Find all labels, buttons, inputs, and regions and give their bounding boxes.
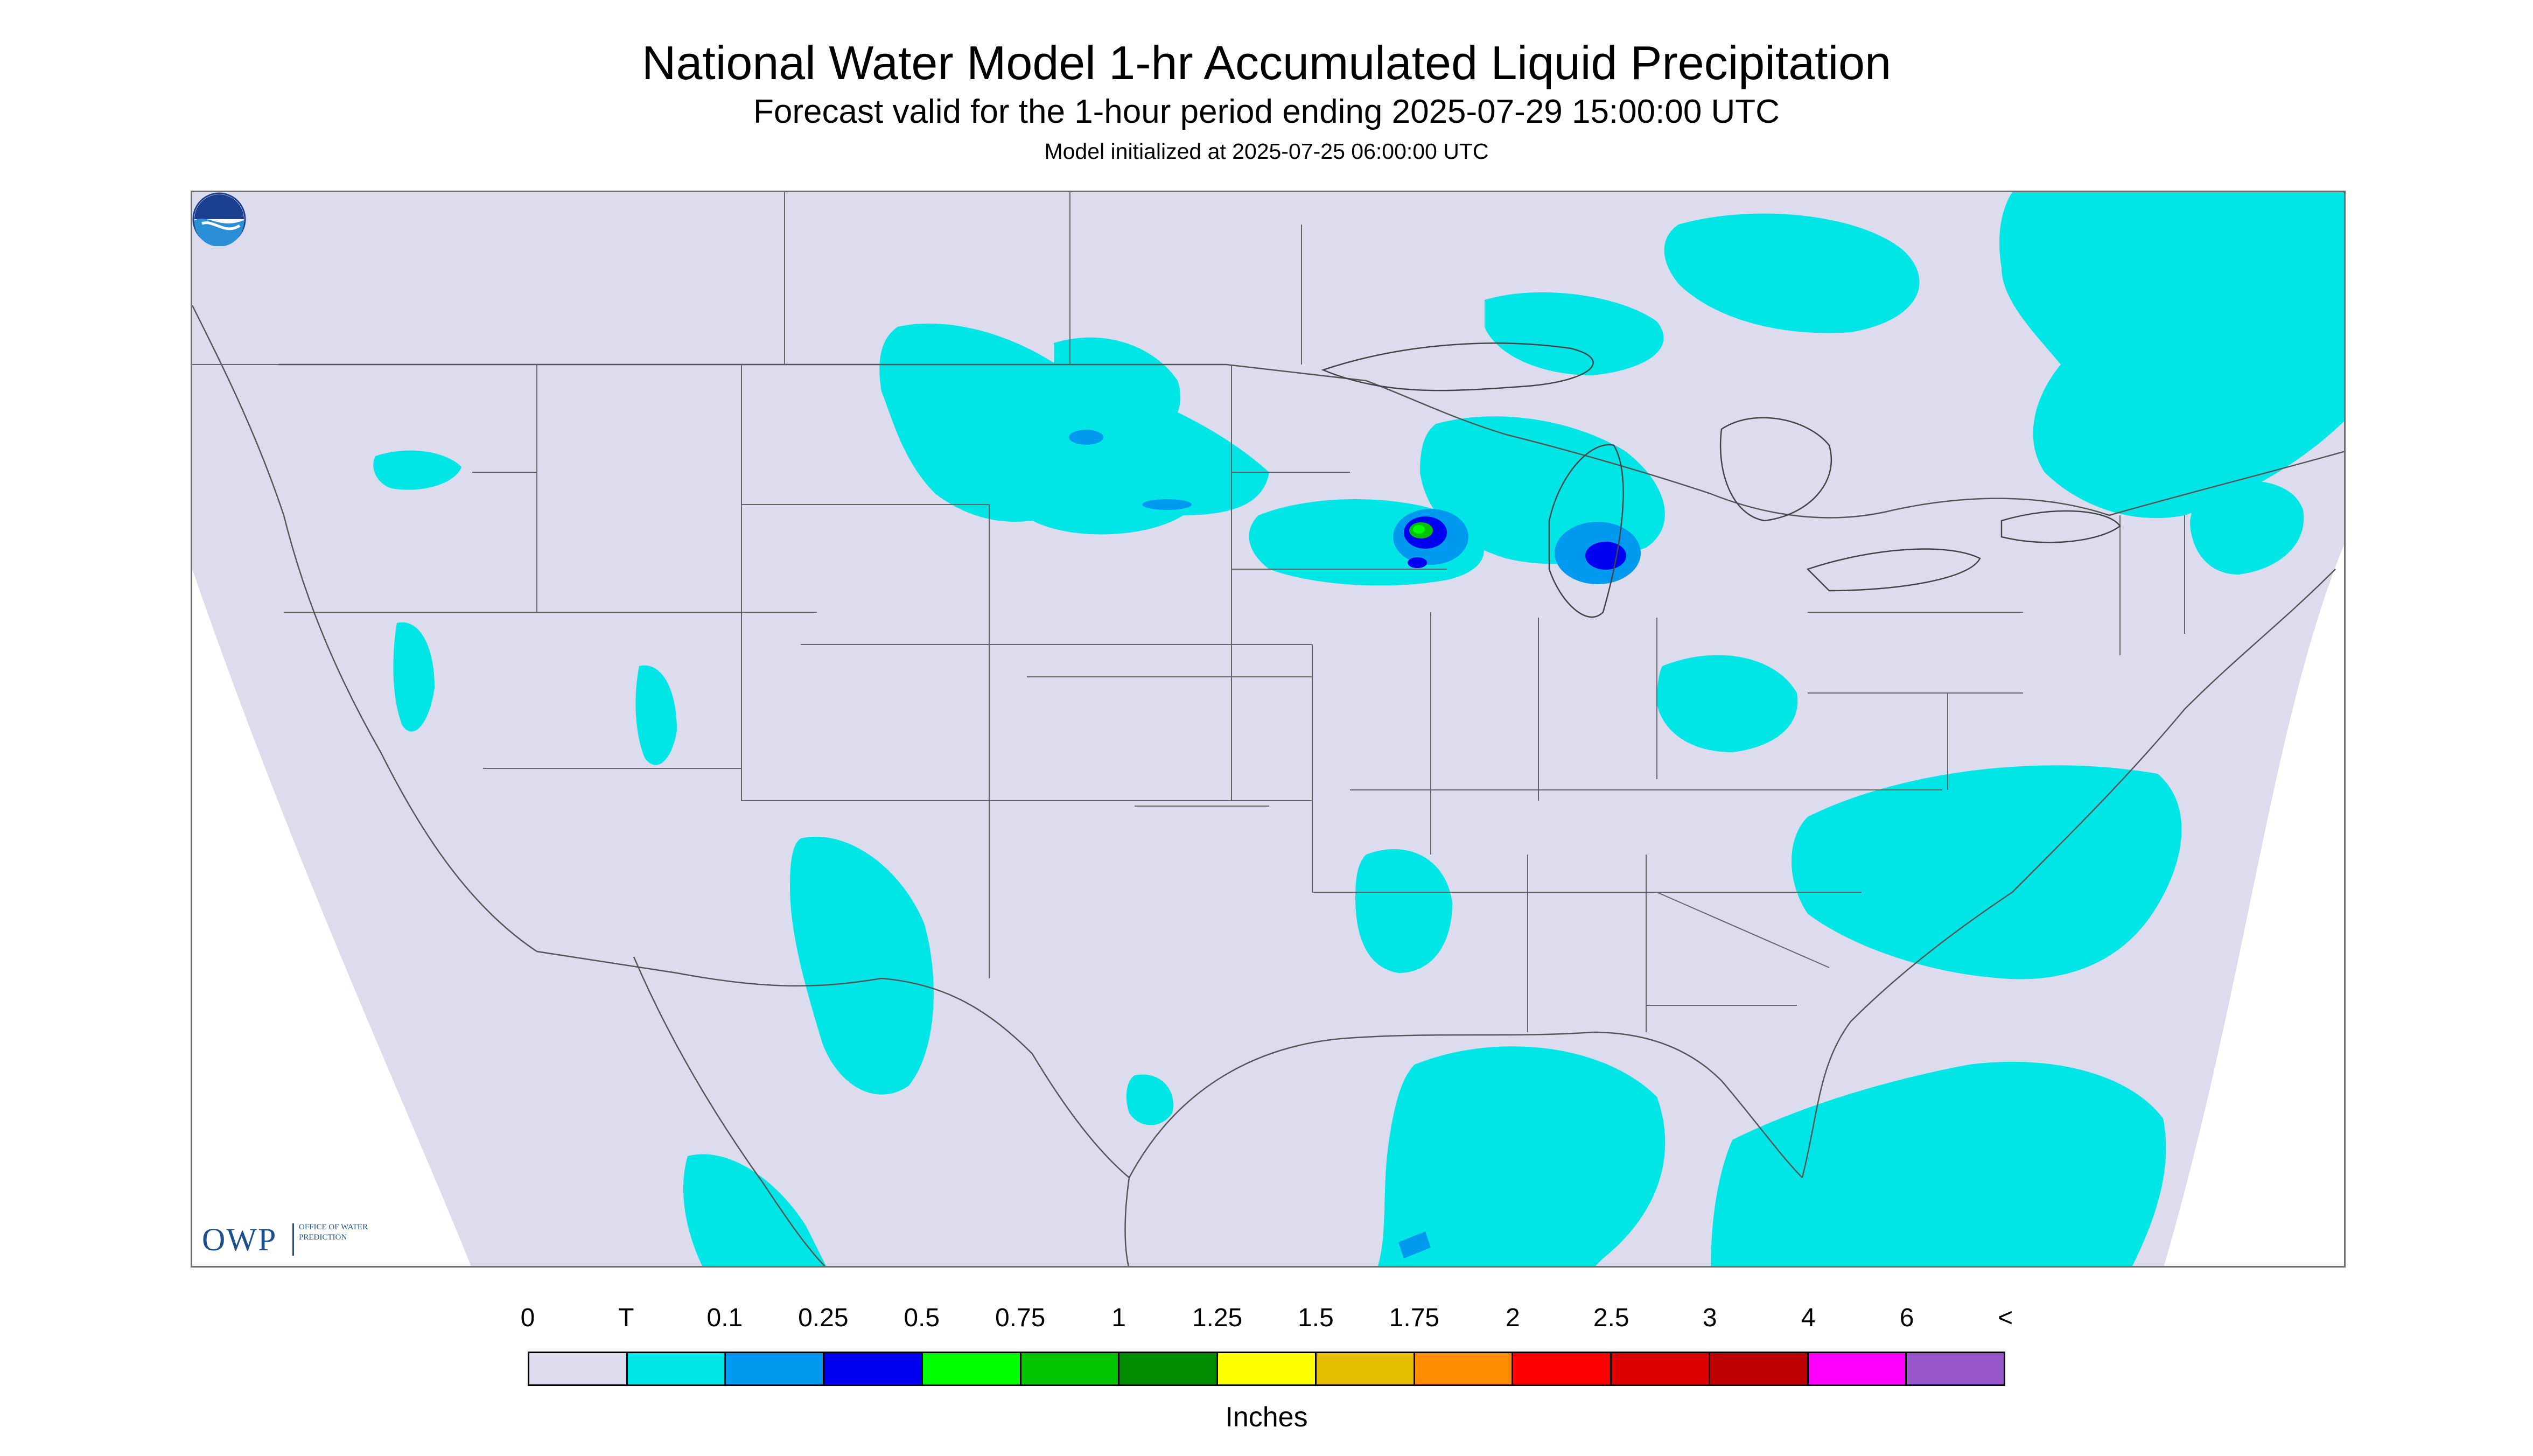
legend-swatch — [627, 1353, 726, 1384]
legend-units-label: Inches — [1225, 1402, 1308, 1433]
owp-logo-subtext: Office of Water Prediction — [299, 1223, 368, 1242]
legend-tick-label: 4 — [1801, 1304, 1816, 1332]
atlantic-coast — [1801, 569, 2336, 1178]
legend-tick-label: 3 — [1702, 1304, 1717, 1332]
model-domain — [192, 192, 2344, 1266]
legend-swatch — [1119, 1353, 1219, 1384]
legend-tick-label: 6 — [1899, 1304, 1914, 1332]
legend-swatch — [824, 1353, 923, 1384]
legend-swatch — [1907, 1353, 2004, 1384]
precipitation-map: OWP Office of Water Prediction — [191, 191, 2346, 1268]
gulf-coast — [1128, 1031, 1803, 1178]
legend-tick-label: 1.75 — [1389, 1304, 1440, 1332]
legend-swatch — [1218, 1353, 1317, 1384]
noaa-logo-icon — [192, 192, 246, 246]
legend-tick-label: 0.75 — [995, 1304, 1046, 1332]
state-lines — [192, 192, 2185, 1032]
model-init-line: Model initialized at 2025-07-25 06:00:00… — [1044, 139, 1489, 164]
legend-tick-label: 1.5 — [1298, 1304, 1334, 1332]
legend-tick-label: 0 — [520, 1304, 535, 1332]
map-canvas — [192, 192, 2344, 1266]
legend-swatch — [1808, 1353, 1907, 1384]
owp-logo-divider — [292, 1223, 294, 1256]
legend-tick-label: 0.25 — [798, 1304, 849, 1332]
great-lakes — [1321, 342, 2121, 618]
legend-tick-label: 0.5 — [904, 1304, 940, 1332]
mexico-coast — [633, 956, 825, 1266]
legend-tick-label: 1 — [1111, 1304, 1126, 1332]
legend-tick-label: 2.5 — [1593, 1304, 1629, 1332]
legend-tick-label: 2 — [1505, 1304, 1520, 1332]
legend-tick-label: T — [618, 1304, 634, 1332]
legend-swatch — [1710, 1353, 1809, 1384]
heavy-precip-cells — [1409, 522, 1433, 538]
legend-swatch — [1415, 1353, 1514, 1384]
precip-legend: 0 T 0.1 0.25 0.5 0.75 1 1.25 1.5 1.75 2 2.5 3 4 6 < Inc… — [521, 1303, 2013, 1433]
legend-swatch — [1513, 1353, 1612, 1384]
legend-swatch — [726, 1353, 825, 1384]
mexico-gulf-coast — [1124, 1177, 1130, 1266]
legend-color-bar — [528, 1352, 2005, 1386]
owp-logo-letters: OWP — [202, 1222, 277, 1257]
map-subtitle: Forecast valid for the 1-hour period end… — [753, 93, 1780, 130]
us-canada-border — [278, 363, 2344, 519]
legend-swatch — [922, 1353, 1021, 1384]
us-mexico-border — [536, 950, 1130, 1178]
legend-swatch — [529, 1353, 628, 1384]
owp-logo: OWP Office of Water Prediction — [202, 1218, 380, 1261]
legend-swatch — [1612, 1353, 1710, 1384]
legend-tick-label: < — [1997, 1304, 2013, 1332]
legend-tick-label: 1.25 — [1192, 1304, 1243, 1332]
legend-swatch — [1021, 1353, 1120, 1384]
map-title: National Water Model 1-hr Accumulated Li… — [641, 36, 1892, 89]
west-coast — [192, 305, 537, 953]
trace-precip-areas — [373, 192, 2344, 1266]
legend-swatch — [1316, 1353, 1415, 1384]
boundary-lines — [192, 192, 2344, 1266]
legend-tick-label: 0.1 — [706, 1304, 743, 1332]
